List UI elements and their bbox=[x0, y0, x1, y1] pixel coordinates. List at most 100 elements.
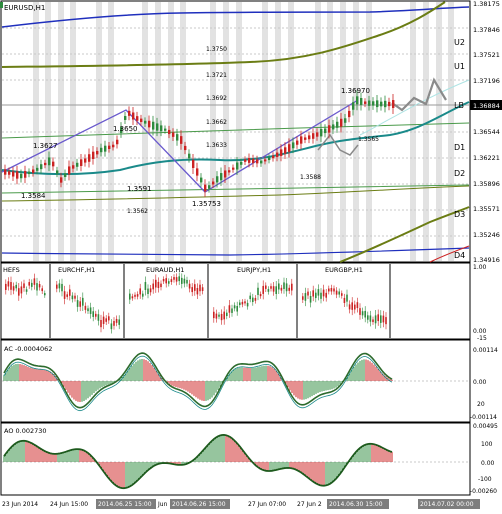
main-candle-body bbox=[304, 137, 307, 140]
main-candle-body bbox=[80, 159, 83, 166]
main-candle-body bbox=[216, 176, 219, 183]
main-candle-body bbox=[68, 166, 71, 175]
main-candle-body bbox=[144, 120, 147, 124]
time-highlight bbox=[170, 499, 230, 509]
sub-candle-body bbox=[262, 285, 264, 294]
price-tick: 1.38175 bbox=[473, 0, 500, 8]
price-tick: 1.35246 bbox=[473, 231, 500, 239]
ac-axis-tick: 0.00 bbox=[473, 379, 487, 386]
main-candle-body bbox=[280, 149, 283, 156]
main-candle-body bbox=[212, 181, 215, 185]
level-label: D4 bbox=[454, 251, 465, 260]
sub-candle-body bbox=[89, 307, 92, 314]
main-candle-body bbox=[208, 185, 211, 189]
sub-candle-body bbox=[241, 301, 244, 305]
main-candle-body bbox=[196, 168, 199, 176]
ma-red-faint bbox=[429, 245, 470, 263]
sub-candle-body bbox=[223, 311, 225, 320]
main-candle-body bbox=[92, 151, 95, 159]
sub-candle-body bbox=[270, 286, 272, 289]
main-candle-body bbox=[8, 171, 11, 175]
main-candle-body bbox=[284, 147, 287, 154]
main-candle-body bbox=[172, 132, 175, 137]
ac-frame bbox=[0, 339, 471, 423]
main-candle-body bbox=[224, 170, 227, 178]
sub-candle-body bbox=[302, 296, 304, 300]
main-candle-body bbox=[44, 162, 47, 166]
main-candle-body bbox=[220, 173, 223, 181]
ao-axis-tick: -0.00260 bbox=[470, 488, 497, 495]
sub-candle-body bbox=[66, 294, 68, 297]
price-tick: 1.37196 bbox=[473, 77, 500, 85]
main-candle-body bbox=[120, 127, 123, 133]
fib-label-5: 1.3633 bbox=[206, 142, 227, 149]
main-candle-body bbox=[60, 177, 63, 183]
main-candle-body bbox=[380, 101, 383, 107]
sub-candle-body bbox=[113, 320, 115, 326]
swing-label-10: 1.36970 bbox=[341, 87, 370, 95]
ma-olive-mid bbox=[1, 185, 470, 202]
subchart-title: EURAUD,H1 bbox=[146, 266, 184, 274]
main-candle-body bbox=[140, 118, 143, 123]
swing-label-7: 1.3588 bbox=[300, 174, 321, 181]
sub-candle-body bbox=[382, 315, 385, 323]
main-candle-body bbox=[252, 158, 255, 164]
main-candle-body bbox=[204, 184, 207, 192]
sub-candle-body bbox=[372, 319, 374, 323]
sub-candle-body bbox=[38, 284, 41, 288]
price-tick: 1.37521 bbox=[473, 51, 500, 59]
sub-candle-body bbox=[18, 288, 20, 296]
sub-candle-body bbox=[147, 288, 149, 294]
ac-axis-tick: 0.00114 bbox=[473, 347, 498, 354]
main-candle-body bbox=[356, 96, 359, 105]
main-candle-body bbox=[104, 145, 107, 152]
ao-axis-tick: 100 bbox=[481, 441, 493, 448]
sub-candle-body bbox=[231, 308, 233, 313]
ac-axis: 0.00114 0.00 20 -0.00114 bbox=[470, 347, 498, 421]
session-stripe bbox=[366, 2, 372, 261]
main-candle-body bbox=[124, 116, 127, 120]
main-candle-body bbox=[360, 98, 363, 105]
ao-axis: 0.00495 100 0.00 -100 -0.00260 bbox=[470, 423, 498, 495]
sub-candle-body bbox=[338, 291, 340, 295]
main-candle-body bbox=[336, 121, 339, 128]
swing-label-2: 1.3627 bbox=[33, 142, 58, 150]
current-price-box bbox=[470, 100, 502, 110]
sub-candle-body bbox=[341, 293, 343, 296]
sub-candle-body bbox=[71, 295, 74, 300]
swing-label-5: 1.3562 bbox=[127, 208, 148, 215]
sub-candle-body bbox=[15, 284, 17, 289]
sub-candle-body bbox=[173, 277, 175, 280]
time-tick: 2014.06.30 15:00 bbox=[329, 501, 383, 508]
price-axis: 1.38175 1.37846 1.37521 1.37196 1.36544 … bbox=[473, 0, 500, 264]
sub-candle-body bbox=[79, 301, 81, 307]
sub-candle-body bbox=[87, 308, 89, 312]
sub-candle-body bbox=[280, 287, 283, 291]
ac-signal-line bbox=[3, 352, 393, 409]
sub-candle-body bbox=[162, 279, 165, 282]
subchart-title: EURJPY,H1 bbox=[237, 266, 271, 274]
main-candle-body bbox=[300, 136, 303, 144]
swing-label-6: 1.35753 bbox=[192, 200, 221, 208]
swing-label-3: 1.3591 bbox=[127, 185, 152, 193]
sub-candle-body bbox=[259, 294, 262, 297]
sub-candle-body bbox=[33, 278, 36, 285]
time-highlight bbox=[418, 499, 480, 509]
main-candle-body bbox=[192, 160, 195, 168]
swing-label-8: 1.3565 bbox=[358, 136, 379, 143]
sub-candle-body bbox=[236, 305, 238, 312]
ao-axis-tick: 0.00495 bbox=[473, 423, 498, 430]
main-candle-body bbox=[36, 167, 39, 171]
main-candle-body bbox=[244, 159, 247, 162]
time-tick: 2014.07.02 00:00 bbox=[420, 501, 474, 508]
sub-candle-body bbox=[367, 315, 369, 320]
sub-candle-body bbox=[20, 286, 23, 294]
main-candle-body bbox=[156, 123, 159, 131]
sub-candle-body bbox=[325, 292, 327, 298]
sub-candle-body bbox=[244, 301, 246, 304]
subchart-titles: HEFS EURCHF,H1 EURAUD,H1 EURJPY,H1 EURGB… bbox=[3, 266, 363, 274]
swing-label-4: 1.3584 bbox=[21, 192, 46, 200]
main-candle-body bbox=[4, 169, 7, 175]
subchart-title: HEFS bbox=[3, 266, 20, 274]
